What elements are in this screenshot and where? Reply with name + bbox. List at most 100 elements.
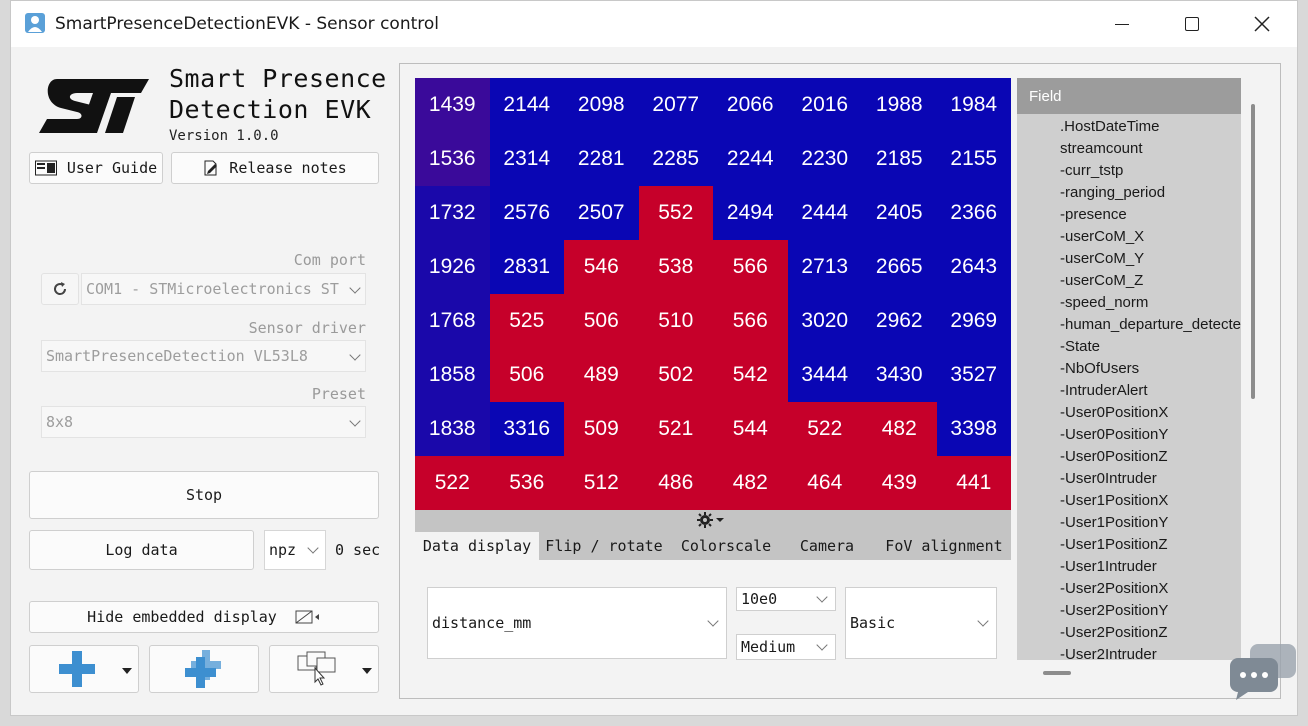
field-list-item[interactable]: -presence	[1060, 206, 1127, 223]
field-list-item[interactable]: -User0PositionZ	[1060, 448, 1168, 465]
display-off-icon	[295, 610, 319, 624]
release-notes-button[interactable]: Release notes	[171, 152, 379, 184]
layout-select-button[interactable]	[269, 645, 379, 693]
grid-cell: 2185	[862, 132, 937, 186]
chevron-down-icon	[707, 615, 719, 627]
chevron-down-icon	[816, 591, 828, 603]
chat-bubble-icon[interactable]	[1228, 642, 1300, 702]
preset-select[interactable]: 8x8	[41, 406, 366, 438]
close-icon	[1254, 16, 1270, 32]
field-list-scrollbar[interactable]	[1251, 104, 1255, 399]
display-tabs: Data display Flip / rotate Colorscale Ca…	[415, 510, 1011, 560]
grid-cell: 2494	[713, 186, 788, 240]
field-list-item[interactable]: -userCoM_Z	[1060, 272, 1144, 289]
grid-cell: 464	[787, 456, 862, 510]
field-list-item[interactable]: -User1PositionZ	[1060, 536, 1168, 553]
grid-cell: 3527	[936, 348, 1011, 402]
grid-cell: 2366	[936, 186, 1011, 240]
field-list-header: Field	[1017, 78, 1241, 114]
mode-select-value: Basic	[850, 614, 896, 632]
size-select-value: Medium	[741, 638, 796, 656]
chevron-down-icon	[349, 282, 361, 294]
grid-cell: 1984	[936, 78, 1011, 132]
maximize-button[interactable]	[1169, 9, 1215, 39]
book-icon	[34, 160, 57, 176]
field-list-item[interactable]: streamcount	[1060, 140, 1143, 157]
tab-flip-rotate[interactable]: Flip / rotate	[545, 537, 663, 555]
grid-cell: 2244	[713, 132, 788, 186]
field-list-item[interactable]: -ranging_period	[1060, 184, 1166, 201]
sensor-driver-value: SmartPresenceDetection VL53L8	[46, 347, 308, 365]
add-multiple-button[interactable]	[149, 645, 259, 693]
chevron-down-icon	[349, 349, 361, 361]
hide-embedded-display-button[interactable]: Hide embedded display	[29, 601, 379, 633]
sensor-driver-select[interactable]: SmartPresenceDetection VL53L8	[41, 340, 366, 372]
refresh-port-button[interactable]	[41, 273, 79, 305]
grid-cell: 482	[862, 402, 937, 456]
grid-cell: 506	[564, 294, 639, 348]
window-click-icon	[297, 651, 336, 686]
chevron-down-icon	[307, 542, 319, 554]
chevron-down-icon	[816, 639, 828, 651]
field-list-item[interactable]: -User2PositionX	[1060, 580, 1169, 597]
grid-cell: 522	[787, 402, 862, 456]
brand-line-1: Smart Presence	[169, 64, 387, 93]
field-list-item[interactable]: -curr_tstp	[1060, 162, 1124, 179]
field-list-item[interactable]: -State	[1060, 338, 1101, 355]
mode-select[interactable]: Basic	[845, 587, 997, 659]
chevron-down-icon	[349, 415, 361, 427]
field-list-item[interactable]: -speed_norm	[1060, 294, 1149, 311]
scale-select[interactable]: 10e0	[736, 587, 836, 611]
field-list-item[interactable]: -User0Intruder	[1060, 470, 1157, 487]
grid-cell: 1838	[415, 402, 490, 456]
field-select[interactable]: distance_mm	[427, 587, 727, 659]
field-list-item[interactable]: -User2Intruder	[1060, 646, 1157, 660]
field-list-item[interactable]: -User1PositionY	[1060, 514, 1169, 531]
grid-cell: 486	[638, 456, 713, 510]
grid-cell: 2713	[787, 240, 862, 294]
field-list-item[interactable]: -IntruderAlert	[1060, 382, 1148, 399]
log-data-button[interactable]: Log data	[29, 530, 254, 570]
field-list-item[interactable]: .HostDateTime	[1060, 118, 1160, 135]
field-list-item[interactable]: -User1PositionX	[1060, 492, 1169, 509]
field-select-value: distance_mm	[432, 614, 532, 632]
tab-colorscale[interactable]: Colorscale	[680, 537, 772, 555]
log-data-label: Log data	[105, 541, 178, 559]
maximize-icon	[1185, 17, 1199, 31]
tab-fov-alignment[interactable]: FoV alignment	[885, 537, 1003, 555]
field-list-item[interactable]: -User1Intruder	[1060, 558, 1157, 575]
release-notes-label: Release notes	[229, 159, 347, 177]
add-widget-button[interactable]	[29, 645, 139, 693]
field-list-item[interactable]: -userCoM_Y	[1060, 250, 1145, 267]
horizontal-scrollbar[interactable]	[1043, 671, 1071, 675]
grid-cell: 1926	[415, 240, 490, 294]
user-guide-button[interactable]: User Guide	[29, 152, 163, 184]
grid-cell: 2665	[862, 240, 937, 294]
log-format-value: npz	[269, 541, 297, 559]
field-list-item[interactable]: -userCoM_X	[1060, 228, 1145, 245]
size-select[interactable]: Medium	[736, 634, 836, 660]
field-list-item[interactable]: -User2PositionZ	[1060, 624, 1168, 641]
field-list-item[interactable]: -User0PositionY	[1060, 426, 1169, 443]
field-list-item[interactable]: -NbOfUsers	[1060, 360, 1140, 377]
embedded-display: 1439 2144 2098 2077 2066 2016 1988 1984 1536 2314…	[399, 63, 1281, 699]
close-button[interactable]	[1239, 9, 1285, 39]
stop-button[interactable]: Stop	[29, 471, 379, 519]
gear-icon[interactable]	[697, 512, 727, 528]
preset-value: 8x8	[46, 413, 74, 431]
grid-cell: 566	[713, 240, 788, 294]
grid-cell: 510	[638, 294, 713, 348]
grid-cell: 2144	[489, 78, 564, 132]
field-list-item[interactable]: -User2PositionY	[1060, 602, 1169, 619]
com-port-label: Com port	[293, 251, 366, 269]
tab-data-display[interactable]: Data display	[415, 532, 539, 560]
tab-camera[interactable]: Camera	[799, 537, 855, 555]
field-list-item[interactable]: -human_departure_detected	[1060, 316, 1241, 333]
minimize-button[interactable]	[1099, 9, 1145, 39]
log-format-select[interactable]: npz	[264, 530, 326, 570]
field-list-item[interactable]: -User0PositionX	[1060, 404, 1169, 421]
grid-cell: 439	[862, 456, 937, 510]
grid-cell: 1988	[862, 78, 937, 132]
com-port-select[interactable]: COM1 - STMicroelectronics ST	[81, 273, 366, 305]
plus-stack-icon	[185, 650, 221, 688]
